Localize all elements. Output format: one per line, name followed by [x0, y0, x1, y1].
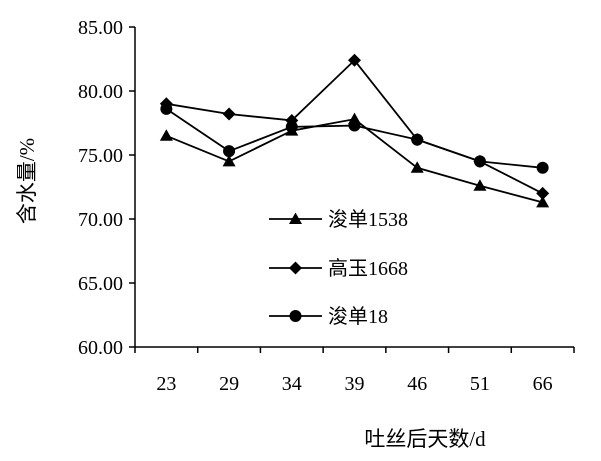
- legend-marker: [289, 212, 302, 224]
- data-point: [473, 155, 486, 168]
- data-point: [222, 154, 236, 167]
- legend-item-2: 高玉1668: [269, 257, 408, 280]
- data-point: [410, 161, 424, 173]
- legend-label: 浚单1538: [328, 208, 408, 231]
- data-point: [222, 107, 236, 121]
- y-tick-label: 80.00: [78, 81, 123, 103]
- series-3: [160, 102, 549, 174]
- data-point: [348, 53, 361, 67]
- x-tick-label: 51: [470, 373, 490, 395]
- series-1: [159, 112, 550, 208]
- y-axis-label: 含水量/%: [15, 138, 39, 224]
- data-point: [411, 133, 424, 146]
- data-point: [159, 129, 173, 141]
- y-tick-label: 60.00: [78, 337, 123, 359]
- y-tick-label: 70.00: [78, 209, 123, 231]
- y-axis-ticks: 60.00 65.00 70.00 75.00 80.00 85.00: [78, 17, 135, 359]
- legend-label: 高玉1668: [328, 257, 408, 280]
- x-tick-label: 29: [219, 373, 239, 395]
- y-tick-label: 75.00: [78, 145, 123, 167]
- data-point: [223, 145, 236, 158]
- x-tick-label: 34: [282, 373, 302, 395]
- series-group: [159, 53, 550, 208]
- data-point: [536, 161, 549, 174]
- x-tick-label: 23: [156, 373, 176, 395]
- data-point: [536, 186, 550, 200]
- x-axis-label: 吐丝后天数/d: [364, 427, 486, 451]
- legend: 浚单1538 高玉1668 浚单18: [269, 208, 408, 328]
- legend-item-1: 浚单1538: [269, 208, 408, 231]
- axes: [134, 27, 574, 348]
- data-point: [536, 195, 550, 208]
- y-tick-label: 85.00: [78, 17, 123, 39]
- data-point: [285, 120, 298, 133]
- data-point: [348, 119, 361, 132]
- legend-item-3: 浚单18: [269, 305, 388, 328]
- legend-marker: [289, 261, 302, 275]
- data-point: [473, 179, 487, 191]
- y-tick-label: 65.00: [78, 273, 123, 295]
- x-tick-label: 46: [407, 373, 427, 395]
- x-tick-label: 66: [533, 373, 553, 395]
- series-line: [166, 118, 543, 204]
- data-point: [160, 102, 173, 115]
- x-axis-ticks: 23 29 34 39 46 51 66: [134, 347, 575, 395]
- legend-marker: [289, 310, 302, 322]
- x-tick-label: 39: [345, 373, 365, 395]
- legend-label: 浚单18: [328, 305, 388, 328]
